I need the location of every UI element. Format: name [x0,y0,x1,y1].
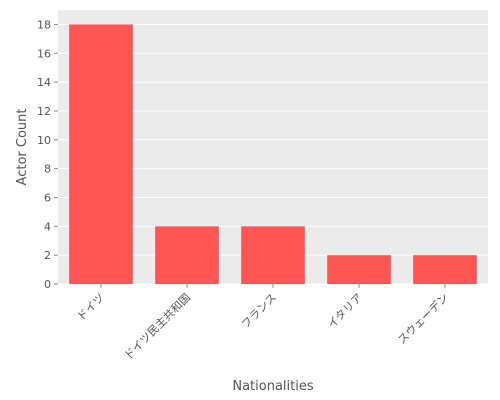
x-axis-label: Nationalities [232,379,313,394]
bar [327,255,391,284]
y-tick-label: 16 [37,47,51,60]
y-tick-label: 4 [44,220,51,233]
y-axis-label: Actor Count [15,109,30,186]
y-tick-label: 0 [44,278,51,291]
y-tick-label: 14 [37,76,51,89]
x-tick-label: フランス [239,291,279,331]
bar [241,226,305,284]
x-axis-ticks: ドイツ ドイツ民主共和国 フランス イタリア スウェーデン [75,284,452,362]
y-tick-label: 12 [37,105,51,118]
x-tick-label: ドイツ [75,291,108,324]
y-axis-ticks: 0 2 4 6 8 10 12 14 16 18 [37,18,58,291]
y-tick-label: 8 [44,163,51,176]
x-tick-label: イタリア [325,291,365,331]
bars [69,24,477,285]
y-tick-label: 6 [44,191,51,204]
bar [155,226,219,284]
y-tick-label: 2 [44,249,51,262]
bar [69,24,133,285]
bar [413,255,477,284]
y-tick-label: 10 [37,134,51,147]
y-tick-label: 18 [37,18,51,31]
x-tick-label: スウェーデン [395,290,452,347]
x-tick-label: ドイツ民主共和国 [122,291,193,362]
